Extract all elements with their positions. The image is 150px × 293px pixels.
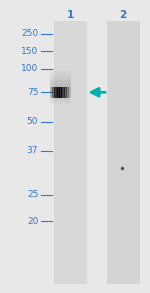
Bar — [57, 87, 58, 98]
Bar — [50, 87, 51, 98]
Text: 37: 37 — [27, 146, 38, 155]
Bar — [64, 87, 65, 98]
Text: 2: 2 — [119, 10, 127, 20]
Bar — [50, 97, 70, 100]
Text: 50: 50 — [27, 117, 38, 126]
Bar — [50, 87, 70, 90]
Bar — [68, 87, 69, 98]
Text: 250: 250 — [21, 29, 38, 38]
Text: 75: 75 — [27, 88, 38, 97]
Bar — [59, 87, 60, 98]
Bar — [65, 87, 66, 98]
Text: 20: 20 — [27, 217, 38, 226]
Bar — [50, 73, 70, 77]
Bar — [50, 84, 70, 87]
Bar — [63, 87, 64, 98]
Bar — [54, 21, 87, 284]
Bar — [52, 87, 53, 98]
Bar — [69, 87, 70, 98]
Bar — [51, 87, 52, 98]
Bar — [50, 87, 51, 98]
Text: 25: 25 — [27, 190, 38, 199]
Bar — [60, 87, 61, 98]
Bar — [54, 87, 55, 98]
Bar — [53, 87, 54, 98]
Text: 150: 150 — [21, 47, 38, 56]
Bar — [58, 87, 59, 98]
Bar — [106, 21, 140, 284]
Bar — [70, 87, 71, 98]
Bar — [50, 80, 70, 84]
Text: 1: 1 — [67, 10, 74, 20]
Bar — [62, 87, 63, 98]
Text: 100: 100 — [21, 64, 38, 73]
Bar — [63, 87, 64, 98]
Bar — [52, 87, 53, 98]
Bar — [50, 90, 70, 93]
Bar — [50, 93, 70, 97]
Bar — [61, 87, 62, 98]
Bar — [55, 87, 56, 98]
Bar — [50, 70, 70, 73]
Bar — [66, 87, 67, 98]
Bar — [54, 87, 55, 98]
Bar — [68, 87, 69, 98]
Bar — [59, 87, 60, 98]
Bar — [50, 100, 70, 103]
Bar — [56, 87, 57, 98]
Bar — [66, 87, 67, 98]
Bar — [67, 87, 68, 98]
Bar — [50, 77, 70, 80]
Bar — [61, 87, 62, 98]
